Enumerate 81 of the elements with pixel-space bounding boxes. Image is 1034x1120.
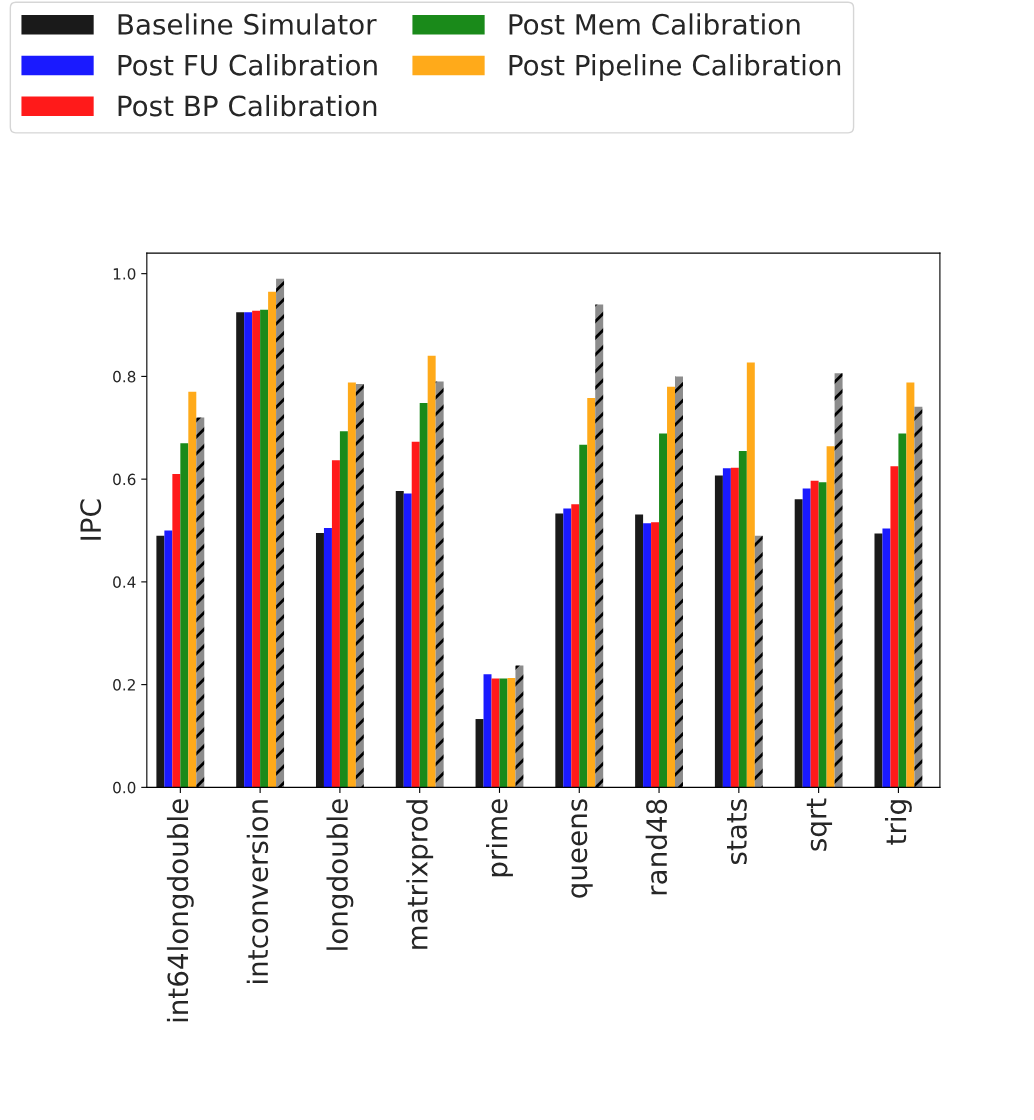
x-tick-label: queens [571,799,593,898]
bar [667,386,676,788]
bar [826,446,835,788]
bar [794,499,803,788]
bar [180,443,189,788]
bar [435,381,444,788]
bar [395,490,404,788]
bar [714,475,723,788]
bar [874,533,883,788]
bar [882,528,891,788]
legend-label: Post FU Calibration [118,54,377,76]
bar [563,508,572,788]
bar [315,533,324,788]
bar [579,444,588,788]
bar [276,278,285,788]
bar [818,482,827,788]
x-tick-label: prime [486,799,513,877]
x-tick-label: int64longdouble [166,799,194,1022]
bar [635,514,644,788]
bar [347,382,356,788]
bar [172,474,181,788]
y-tick-label: 0.4 [113,576,136,588]
y-axis-title: IPC [80,499,102,540]
bar [914,406,923,788]
y-tick-label: 0.8 [113,370,136,383]
bar [427,355,436,788]
bar [587,397,596,788]
bar [323,527,332,788]
legend-label: Baseline Simulator [118,13,377,35]
bar [252,310,261,788]
bar [651,522,660,788]
bar [331,460,340,788]
bar [595,304,604,788]
bar [643,523,652,788]
bar [268,291,277,788]
legend-label: Post Mem Calibration [509,13,800,35]
bar [156,535,165,788]
bar [802,488,811,788]
bar [730,467,739,788]
bar [475,719,484,788]
y-tick-label: 0.0 [113,781,136,794]
x-tick-label: intconversion [246,800,269,983]
x-tick-label: trig [884,800,912,845]
bar [244,312,253,788]
bar [890,466,899,788]
bar [499,678,508,788]
bar [515,665,524,788]
bar [834,373,843,788]
bar [196,417,205,788]
bar [507,677,516,788]
bar [659,433,668,788]
x-tick-label: stats [727,799,747,865]
x-tick-label: sqrt [806,798,833,851]
legend-label: Post Pipeline Calibration [509,54,841,82]
bar [722,468,731,788]
x-tick-label: longdouble [326,799,354,950]
bar [571,504,580,788]
y-tick-label: 0.6 [113,473,136,486]
bar [339,431,348,788]
bar [898,433,907,788]
bar [675,376,683,788]
bar [746,362,755,788]
bar [355,384,364,788]
legend-label: Post BP Calibration [118,94,377,117]
bar [236,312,245,788]
bar [906,382,915,788]
bar [164,530,173,788]
bar [754,535,763,788]
x-tick-label: matrixprod [406,800,434,949]
bar [555,513,564,788]
y-tick-label: 1.0 [113,268,136,280]
bar [810,480,819,788]
bar [483,674,492,788]
bar [188,391,197,788]
bar [419,403,428,788]
y-tick-label: 0.2 [113,679,135,691]
bar [403,493,412,788]
bar [260,309,269,788]
x-tick-label: rand48 [645,799,668,895]
bar [411,441,420,788]
bar [738,450,747,788]
